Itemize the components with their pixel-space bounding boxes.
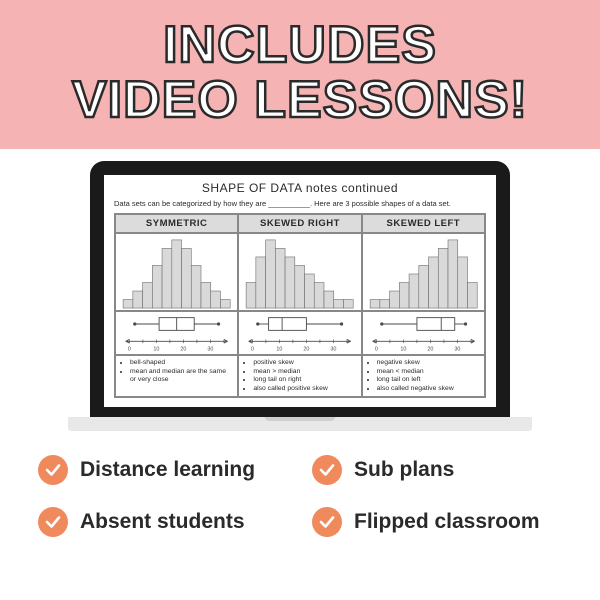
laptop-screen-frame: SHAPE OF DATA notes continued Data sets … [90,161,510,417]
note-item: mean and median are the same or very clo… [130,368,233,385]
banner: INCLUDES VIDEO LESSONS! [0,0,600,149]
note-item: also called negative skew [377,385,480,393]
svg-text:30: 30 [207,347,213,353]
svg-text:20: 20 [427,347,433,353]
note-item: long tail on left [377,376,480,384]
note-item: bell-shaped [130,359,233,367]
check-icon [38,455,68,485]
svg-text:10: 10 [277,347,283,353]
histogram [238,233,361,311]
column-header: SYMMETRIC [115,214,238,233]
banner-headline: INCLUDES VIDEO LESSONS! [0,18,600,127]
svg-text:0: 0 [251,347,254,353]
svg-text:20: 20 [180,347,186,353]
column-header: SKEWED RIGHT [238,214,361,233]
feature-label: Sub plans [354,458,454,482]
note-item: mean > median [253,368,356,376]
shape-table: SYMMETRICSKEWED RIGHTSKEWED LEFT01020300… [114,213,486,398]
banner-line-2: VIDEO LESSONS! [72,71,528,129]
feature-item: Distance learning [38,455,288,485]
svg-text:10: 10 [400,347,406,353]
laptop-container: SHAPE OF DATA notes continued Data sets … [0,161,600,431]
svg-text:20: 20 [304,347,310,353]
svg-text:30: 30 [454,347,460,353]
note-item: mean < median [377,368,480,376]
notes: bell-shapedmean and median are the same … [115,355,238,397]
box-plot: 0 10 20 30 [362,311,485,355]
histogram [362,233,485,311]
feature-item: Sub plans [312,455,562,485]
note-item: negative skew [377,359,480,367]
check-icon [312,455,342,485]
notes: negative skewmean < medianlong tail on l… [362,355,485,397]
feature-label: Distance learning [80,458,255,482]
laptop-base [68,417,532,431]
feature-label: Absent students [80,510,245,534]
notes: positive skewmean > medianlong tail on r… [238,355,361,397]
box-plot: 0 10 20 30 [115,311,238,355]
laptop: SHAPE OF DATA notes continued Data sets … [90,161,510,431]
feature-label: Flipped classroom [354,510,540,534]
svg-text:0: 0 [375,347,378,353]
box-plot: 0 10 20 30 [238,311,361,355]
svg-text:10: 10 [153,347,159,353]
note-item: long tail on right [253,376,356,384]
svg-text:30: 30 [331,347,337,353]
check-icon [312,507,342,537]
worksheet: SHAPE OF DATA notes continued Data sets … [104,175,496,407]
note-item: positive skew [253,359,356,367]
histogram [115,233,238,311]
feature-list: Distance learning Sub plans Absent student… [38,455,562,537]
svg-text:0: 0 [128,347,131,353]
banner-line-1: INCLUDES [163,16,437,74]
worksheet-subtitle: Data sets can be categorized by how they… [114,199,486,208]
column-header: SKEWED LEFT [362,214,485,233]
feature-item: Flipped classroom [312,507,562,537]
check-icon [38,507,68,537]
feature-item: Absent students [38,507,288,537]
note-item: also called positive skew [253,385,356,393]
worksheet-title: SHAPE OF DATA notes continued [114,181,486,195]
